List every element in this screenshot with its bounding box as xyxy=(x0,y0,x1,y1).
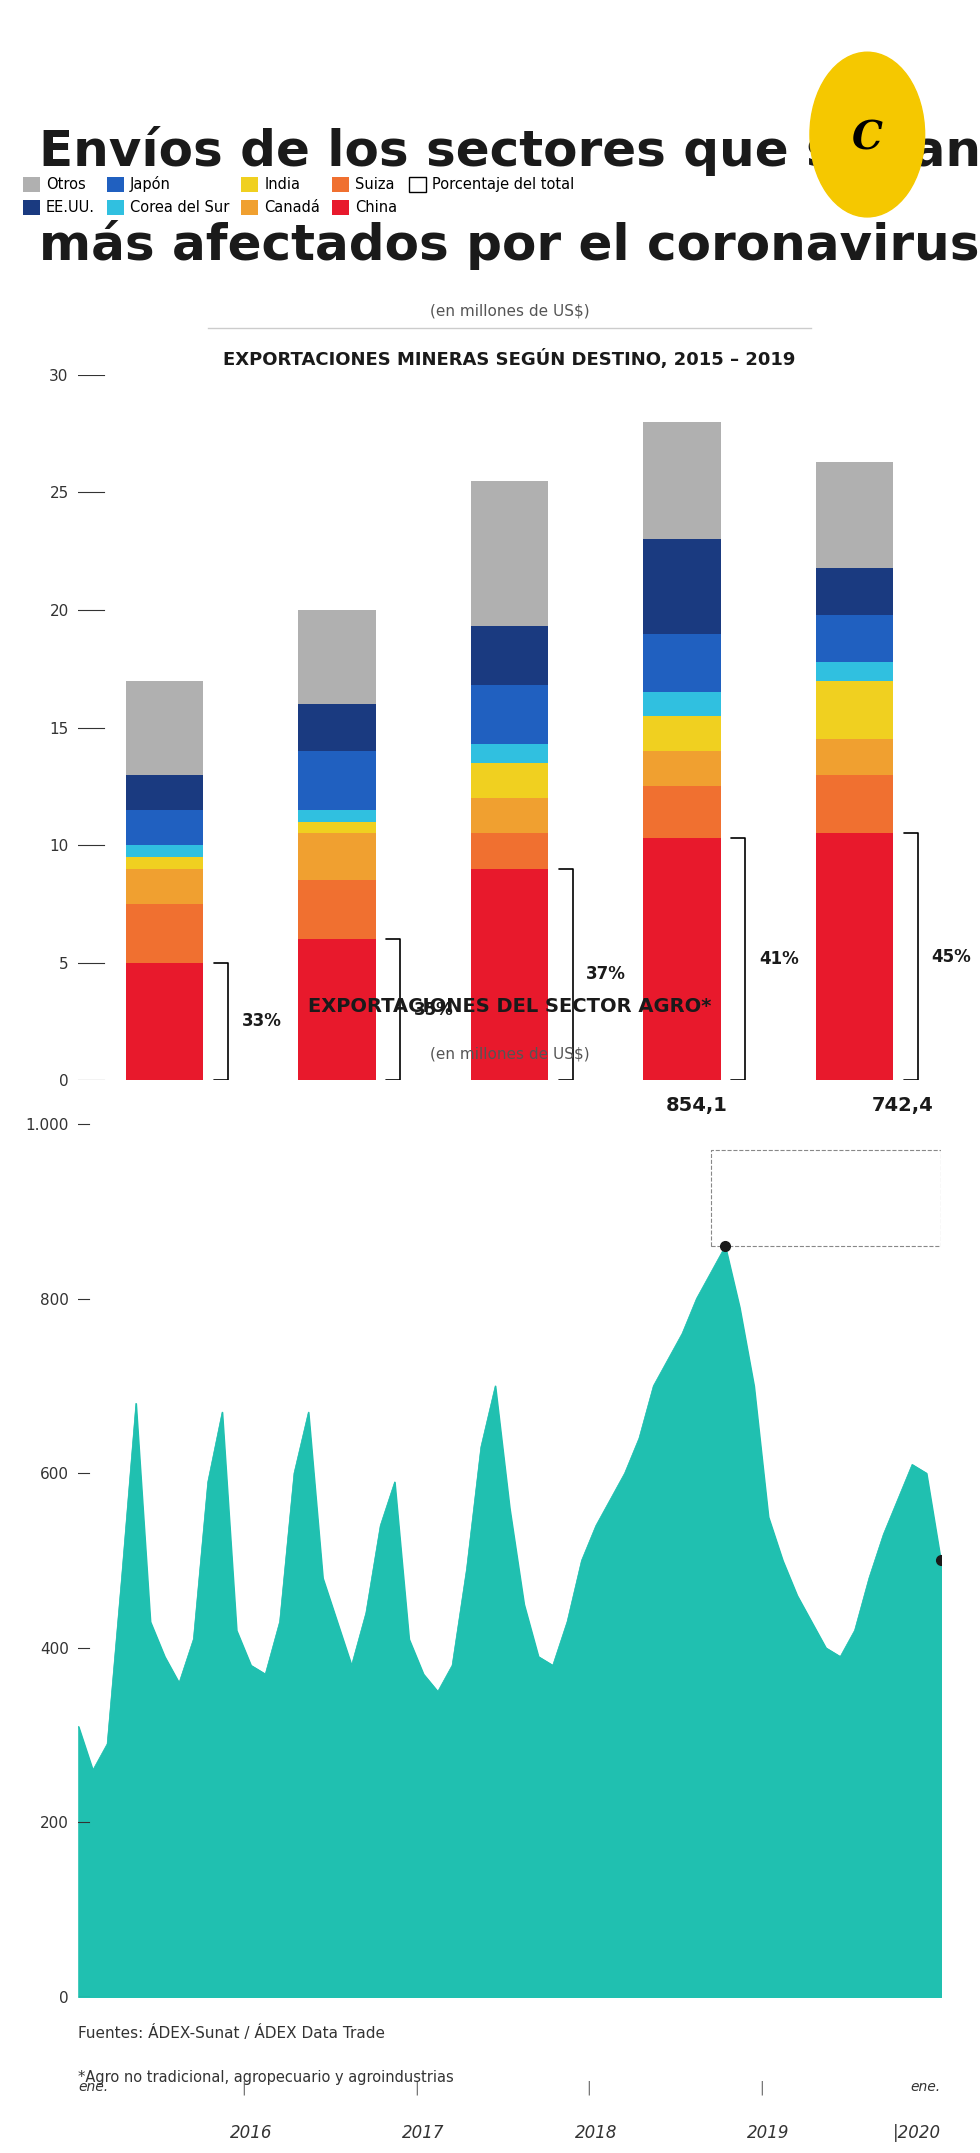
Text: 742,4: 742,4 xyxy=(872,1096,934,1115)
Bar xyxy=(125,846,204,857)
Bar xyxy=(643,633,721,693)
Bar xyxy=(125,904,204,962)
Bar xyxy=(125,810,204,846)
Bar xyxy=(815,775,894,833)
Bar xyxy=(125,962,204,1081)
Text: EXPORTACIONES MINERAS SEGÚN DESTINO, 2015 – 2019: EXPORTACIONES MINERAS SEGÚN DESTINO, 201… xyxy=(223,349,796,368)
Bar xyxy=(815,463,894,568)
Text: |: | xyxy=(759,2080,763,2095)
Bar xyxy=(298,822,376,833)
Bar xyxy=(298,609,376,704)
Bar xyxy=(815,616,894,661)
Circle shape xyxy=(809,52,925,217)
Text: *Agro no tradicional, agropecuario y agroindustrias: *Agro no tradicional, agropecuario y agr… xyxy=(78,2071,454,2086)
Text: 854,1: 854,1 xyxy=(665,1096,727,1115)
Text: EXPORTACIONES DEL SECTOR AGRO*: EXPORTACIONES DEL SECTOR AGRO* xyxy=(308,997,711,1016)
Text: 2019: 2019 xyxy=(747,2123,790,2142)
Bar xyxy=(470,833,549,868)
Bar xyxy=(298,810,376,822)
Bar xyxy=(470,480,549,627)
Bar xyxy=(815,833,894,1081)
Bar xyxy=(125,775,204,810)
Bar xyxy=(643,786,721,838)
Text: más afectados por el coronavirus: más afectados por el coronavirus xyxy=(39,220,980,269)
Bar xyxy=(643,540,721,633)
Text: 2016: 2016 xyxy=(229,2123,272,2142)
Bar xyxy=(298,939,376,1081)
Bar xyxy=(643,693,721,715)
Bar xyxy=(470,799,549,833)
Bar xyxy=(470,627,549,685)
Text: C: C xyxy=(852,118,883,157)
Bar xyxy=(643,838,721,1081)
Bar xyxy=(470,745,549,762)
Bar xyxy=(815,661,894,680)
Bar xyxy=(643,715,721,751)
Bar xyxy=(470,762,549,799)
Text: 35%: 35% xyxy=(414,1001,454,1018)
Bar xyxy=(815,738,894,775)
Text: Envíos de los sectores que serían: Envíos de los sectores que serían xyxy=(38,127,980,177)
Bar xyxy=(125,857,204,868)
Text: 33%: 33% xyxy=(241,1012,281,1031)
Text: 2018: 2018 xyxy=(574,2123,617,2142)
Text: |: | xyxy=(241,2080,246,2095)
Text: |: | xyxy=(414,2080,418,2095)
Text: 37%: 37% xyxy=(586,965,626,984)
Text: Fuentes: ÁDEX-Sunat / ÁDEX Data Trade: Fuentes: ÁDEX-Sunat / ÁDEX Data Trade xyxy=(78,2026,385,2041)
Bar xyxy=(125,680,204,775)
Text: (en millones de US$): (en millones de US$) xyxy=(430,1046,589,1061)
Text: |2020: |2020 xyxy=(893,2123,941,2142)
Text: 45%: 45% xyxy=(931,947,971,967)
Bar xyxy=(298,751,376,810)
Text: ene.: ene. xyxy=(78,2080,109,2095)
Text: ene.: ene. xyxy=(910,2080,941,2095)
Bar xyxy=(643,422,721,540)
Text: 2017: 2017 xyxy=(402,2123,445,2142)
Text: 41%: 41% xyxy=(759,949,799,969)
Text: (en millones de US$): (en millones de US$) xyxy=(430,304,589,319)
Bar xyxy=(125,868,204,904)
Bar xyxy=(643,751,721,786)
Bar xyxy=(470,685,549,745)
Bar xyxy=(815,568,894,616)
Bar xyxy=(815,680,894,738)
Bar xyxy=(298,704,376,751)
Bar xyxy=(298,833,376,881)
Bar xyxy=(298,881,376,939)
Legend: Otros, EE.UU., Japón, Corea del Sur, India, Canadá, Suiza, China, Porcentaje del: Otros, EE.UU., Japón, Corea del Sur, Ind… xyxy=(17,170,580,222)
Bar xyxy=(470,868,549,1081)
Text: |: | xyxy=(586,2080,591,2095)
